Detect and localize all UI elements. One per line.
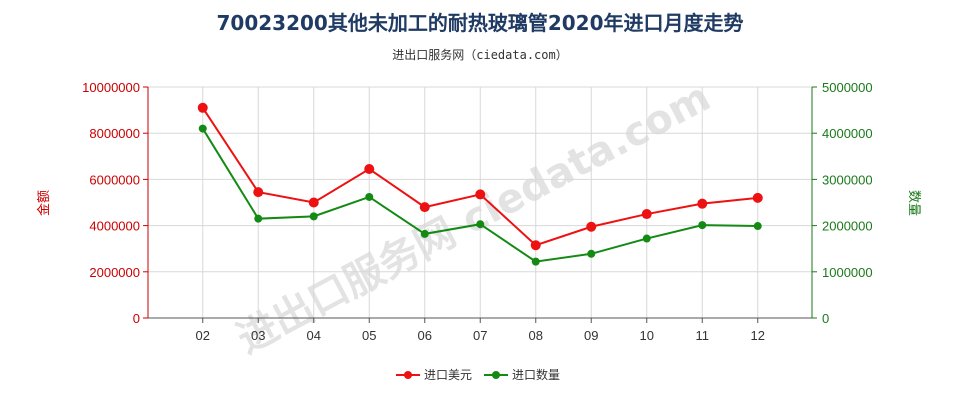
data-point-series-0[interactable] [364, 164, 375, 175]
data-point-series-0[interactable] [530, 240, 541, 251]
right-axis-ticks: 0 1000000 2000000 3000000 4000000 5000000 [812, 80, 873, 326]
legend-label-quantity: 进口数量 [512, 367, 560, 382]
x-tick-label: 08 [529, 328, 543, 343]
left-axis-ticks: 0 2000000 4000000 6000000 8000000 10000000 [82, 80, 148, 326]
right-tick-label: 4000000 [822, 126, 873, 141]
data-point-series-1[interactable] [698, 221, 707, 230]
x-tick-label: 02 [196, 328, 210, 343]
legend-marker-amount [404, 371, 412, 379]
right-tick-label: 1000000 [822, 265, 873, 280]
left-tick-label: 2000000 [89, 265, 140, 280]
right-axis-label: 数量 [906, 190, 921, 216]
left-axis-label: 金额 [36, 190, 52, 216]
data-point-series-1[interactable] [198, 124, 207, 133]
x-tick-label: 07 [473, 328, 487, 343]
data-point-series-0[interactable] [308, 197, 319, 208]
data-point-series-0[interactable] [641, 209, 652, 220]
right-tick-label: 0 [822, 311, 829, 326]
x-tick-label: 04 [307, 328, 321, 343]
data-point-series-1[interactable] [642, 234, 651, 243]
x-axis-ticks: 02 03 04 05 06 07 08 09 10 11 12 [196, 318, 765, 343]
x-tick-label: 06 [418, 328, 432, 343]
chart-subtitle: 进出口服务网（ciedata.com） [392, 47, 567, 62]
data-point-series-1[interactable] [531, 257, 540, 266]
x-tick-label: 12 [751, 328, 765, 343]
data-point-series-0[interactable] [253, 187, 264, 198]
x-tick-label: 11 [696, 328, 710, 343]
legend-marker-quantity [492, 371, 500, 379]
data-point-series-1[interactable] [420, 229, 429, 238]
left-tick-label: 10000000 [82, 80, 140, 95]
series-layer [197, 102, 763, 266]
data-point-series-1[interactable] [476, 220, 485, 229]
data-point-series-0[interactable] [752, 192, 763, 203]
data-point-series-0[interactable] [475, 189, 486, 200]
left-tick-label: 4000000 [89, 219, 140, 234]
data-point-series-1[interactable] [254, 214, 263, 223]
right-tick-label: 5000000 [822, 80, 873, 95]
data-point-series-1[interactable] [309, 212, 318, 221]
right-tick-label: 3000000 [822, 172, 873, 187]
data-point-series-0[interactable] [419, 202, 430, 213]
data-point-series-1[interactable] [587, 249, 596, 258]
data-point-series-0[interactable] [697, 198, 708, 209]
legend: 进口美元 进口数量 [396, 367, 560, 382]
chart-title: 70023200其他未加工的耐热玻璃管2020年进口月度走势 [217, 11, 744, 35]
x-tick-label: 03 [251, 328, 265, 343]
legend-label-amount: 进口美元 [424, 368, 472, 382]
left-tick-label: 0 [133, 311, 140, 326]
legend-item-quantity[interactable]: 进口数量 [484, 367, 560, 382]
data-point-series-1[interactable] [753, 222, 762, 231]
legend-item-amount[interactable]: 进口美元 [396, 368, 472, 382]
left-tick-label: 6000000 [89, 172, 140, 187]
right-tick-label: 2000000 [822, 219, 873, 234]
data-point-series-1[interactable] [365, 192, 374, 201]
x-tick-label: 10 [640, 328, 654, 343]
data-point-series-0[interactable] [586, 221, 597, 232]
x-tick-label: 05 [362, 328, 376, 343]
data-point-series-0[interactable] [197, 102, 208, 113]
x-tick-label: 09 [584, 328, 598, 343]
left-tick-label: 8000000 [89, 126, 140, 141]
